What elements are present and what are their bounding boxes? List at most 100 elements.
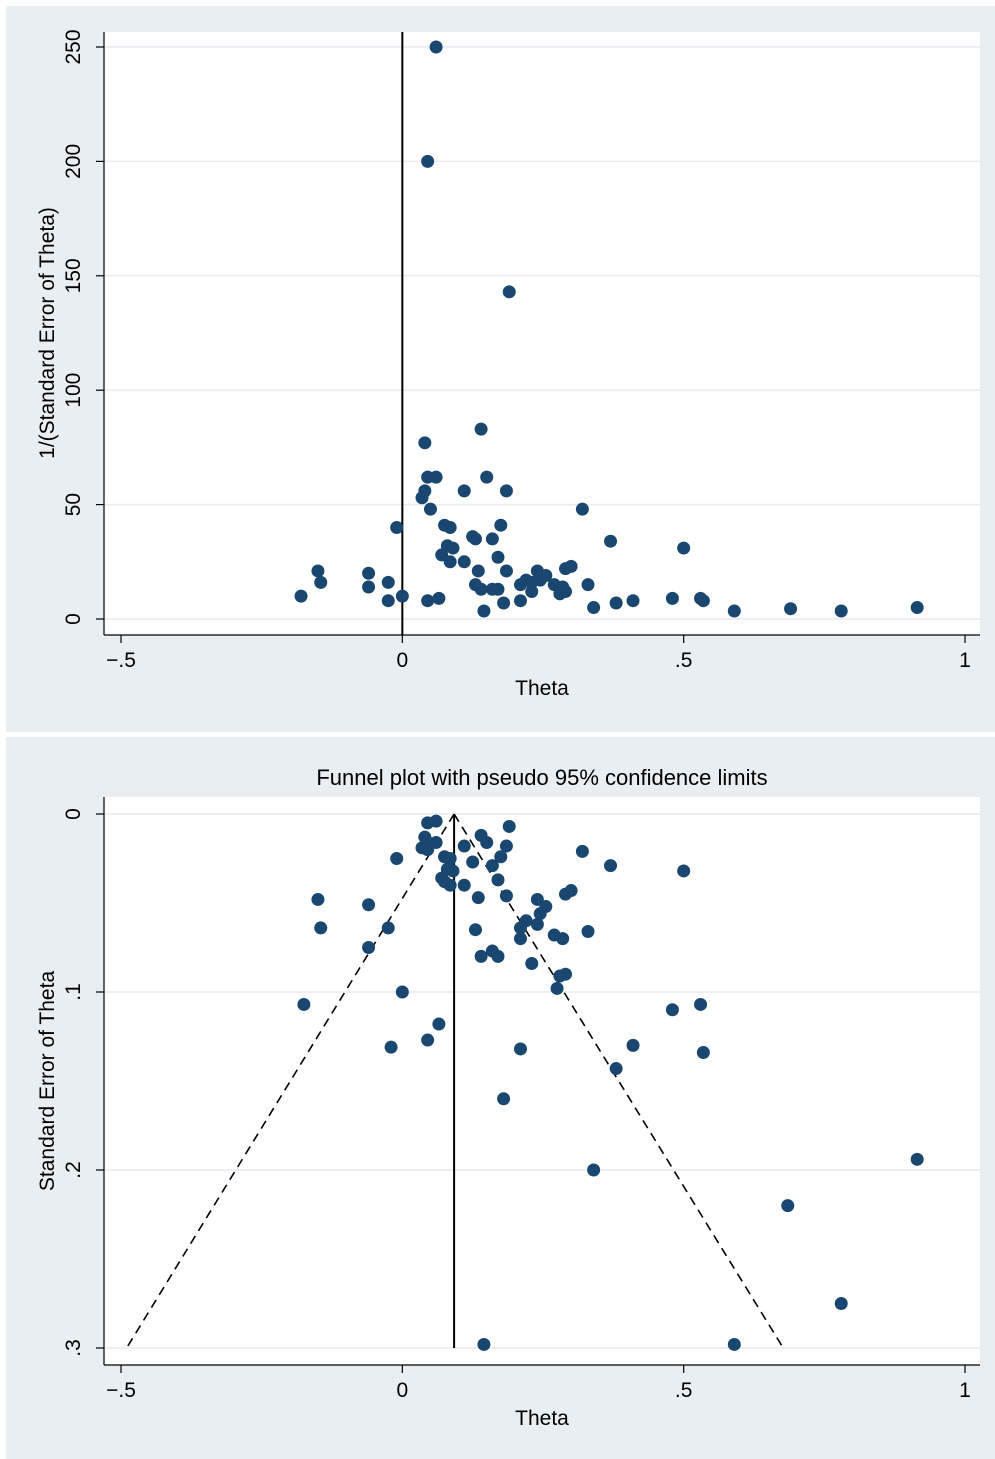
data-point: [477, 1337, 491, 1351]
y-tick-label: 100: [62, 373, 85, 408]
data-point: [480, 835, 494, 849]
data-point: [525, 575, 539, 589]
data-point: [727, 1337, 741, 1351]
data-point: [443, 520, 457, 534]
data-point: [395, 985, 409, 999]
data-point: [471, 564, 485, 578]
data-point: [468, 923, 482, 937]
top-x-ticks: −.5 0 .5 1: [106, 635, 971, 672]
data-point: [485, 859, 499, 873]
bottom-y-axis-title: Standard Error of Theta: [36, 971, 59, 1192]
data-point: [665, 591, 679, 605]
data-point: [474, 949, 488, 963]
top-chart: −.5 0 .5 1 0 50 100 150 200 250 Theta 1/(Standar…: [36, 29, 980, 700]
data-point: [294, 589, 308, 603]
y-tick-label: .3: [62, 1339, 85, 1357]
data-point: [415, 491, 429, 505]
top-gridlines: [104, 46, 980, 620]
data-point: [694, 997, 708, 1011]
data-point: [468, 532, 482, 546]
data-point: [477, 604, 491, 618]
data-point: [525, 957, 539, 971]
data-point: [530, 917, 544, 931]
data-point: [587, 1163, 601, 1177]
data-point: [502, 819, 516, 833]
data-point: [457, 555, 471, 569]
data-point: [834, 1297, 848, 1310]
data-point: [362, 580, 376, 594]
data-point: [311, 892, 325, 906]
data-point: [381, 921, 395, 935]
data-point: [559, 585, 573, 599]
data-point: [491, 550, 505, 564]
data-point: [727, 604, 741, 618]
top-y-ticks: 0 50 100 150 200 250: [62, 29, 104, 625]
data-point: [381, 594, 395, 608]
data-point: [314, 921, 328, 935]
data-point: [429, 40, 443, 54]
data-point: [499, 839, 513, 853]
y-tick-label: 200: [62, 144, 85, 179]
x-tick-label: 0: [396, 649, 408, 672]
data-point: [390, 520, 404, 534]
data-point: [553, 969, 567, 983]
data-point: [311, 564, 325, 578]
top-points: [294, 40, 924, 618]
x-tick-label: −.5: [106, 1379, 136, 1402]
data-point: [432, 1017, 446, 1031]
data-point: [421, 843, 435, 857]
data-point: [556, 932, 570, 946]
data-point: [910, 601, 924, 615]
data-point: [497, 596, 511, 610]
data-point: [587, 601, 601, 615]
data-point: [443, 852, 457, 865]
data-point: [384, 1040, 398, 1054]
bottom-y-ticks: 0 .1 .2 .3: [62, 808, 104, 1357]
data-point: [910, 1152, 924, 1166]
data-point: [581, 924, 595, 938]
data-point: [677, 541, 691, 555]
x-tick-label: .5: [675, 649, 693, 672]
top-x-axis-title: Theta: [515, 677, 569, 700]
data-point: [423, 502, 437, 516]
data-point: [446, 541, 460, 555]
y-tick-label: .2: [62, 1161, 85, 1179]
data-point: [362, 941, 376, 954]
data-point: [513, 578, 527, 592]
x-tick-label: −.5: [106, 649, 136, 672]
data-point: [665, 1003, 679, 1017]
y-tick-label: 50: [62, 493, 85, 516]
data-point: [502, 285, 516, 299]
data-point: [297, 997, 311, 1011]
data-point: [513, 1042, 527, 1056]
bottom-x-ticks: −.5 0 .5 1: [106, 1365, 971, 1402]
data-point: [480, 470, 494, 484]
y-tick-label: 250: [62, 29, 85, 64]
data-point: [575, 844, 589, 858]
data-point: [494, 850, 508, 864]
data-point: [314, 575, 328, 589]
data-point: [499, 484, 513, 498]
y-tick-label: 150: [62, 258, 85, 293]
data-point: [834, 604, 848, 618]
data-point: [497, 1092, 511, 1106]
data-point: [696, 594, 710, 608]
data-point: [550, 981, 564, 995]
data-point: [575, 502, 589, 516]
data-point: [429, 814, 443, 828]
data-point: [696, 1046, 710, 1060]
data-point: [525, 585, 539, 599]
data-point: [390, 852, 404, 865]
data-point: [781, 1199, 795, 1213]
y-tick-label: 0: [62, 613, 85, 625]
bottom-gridlines: [104, 813, 980, 1349]
bottom-points: [297, 814, 924, 1351]
data-point: [533, 907, 547, 921]
data-point: [581, 578, 595, 592]
data-point: [457, 878, 471, 892]
data-point: [421, 1033, 435, 1047]
data-point: [494, 518, 508, 532]
y-tick-label: 0: [62, 808, 85, 820]
data-point: [457, 839, 471, 853]
